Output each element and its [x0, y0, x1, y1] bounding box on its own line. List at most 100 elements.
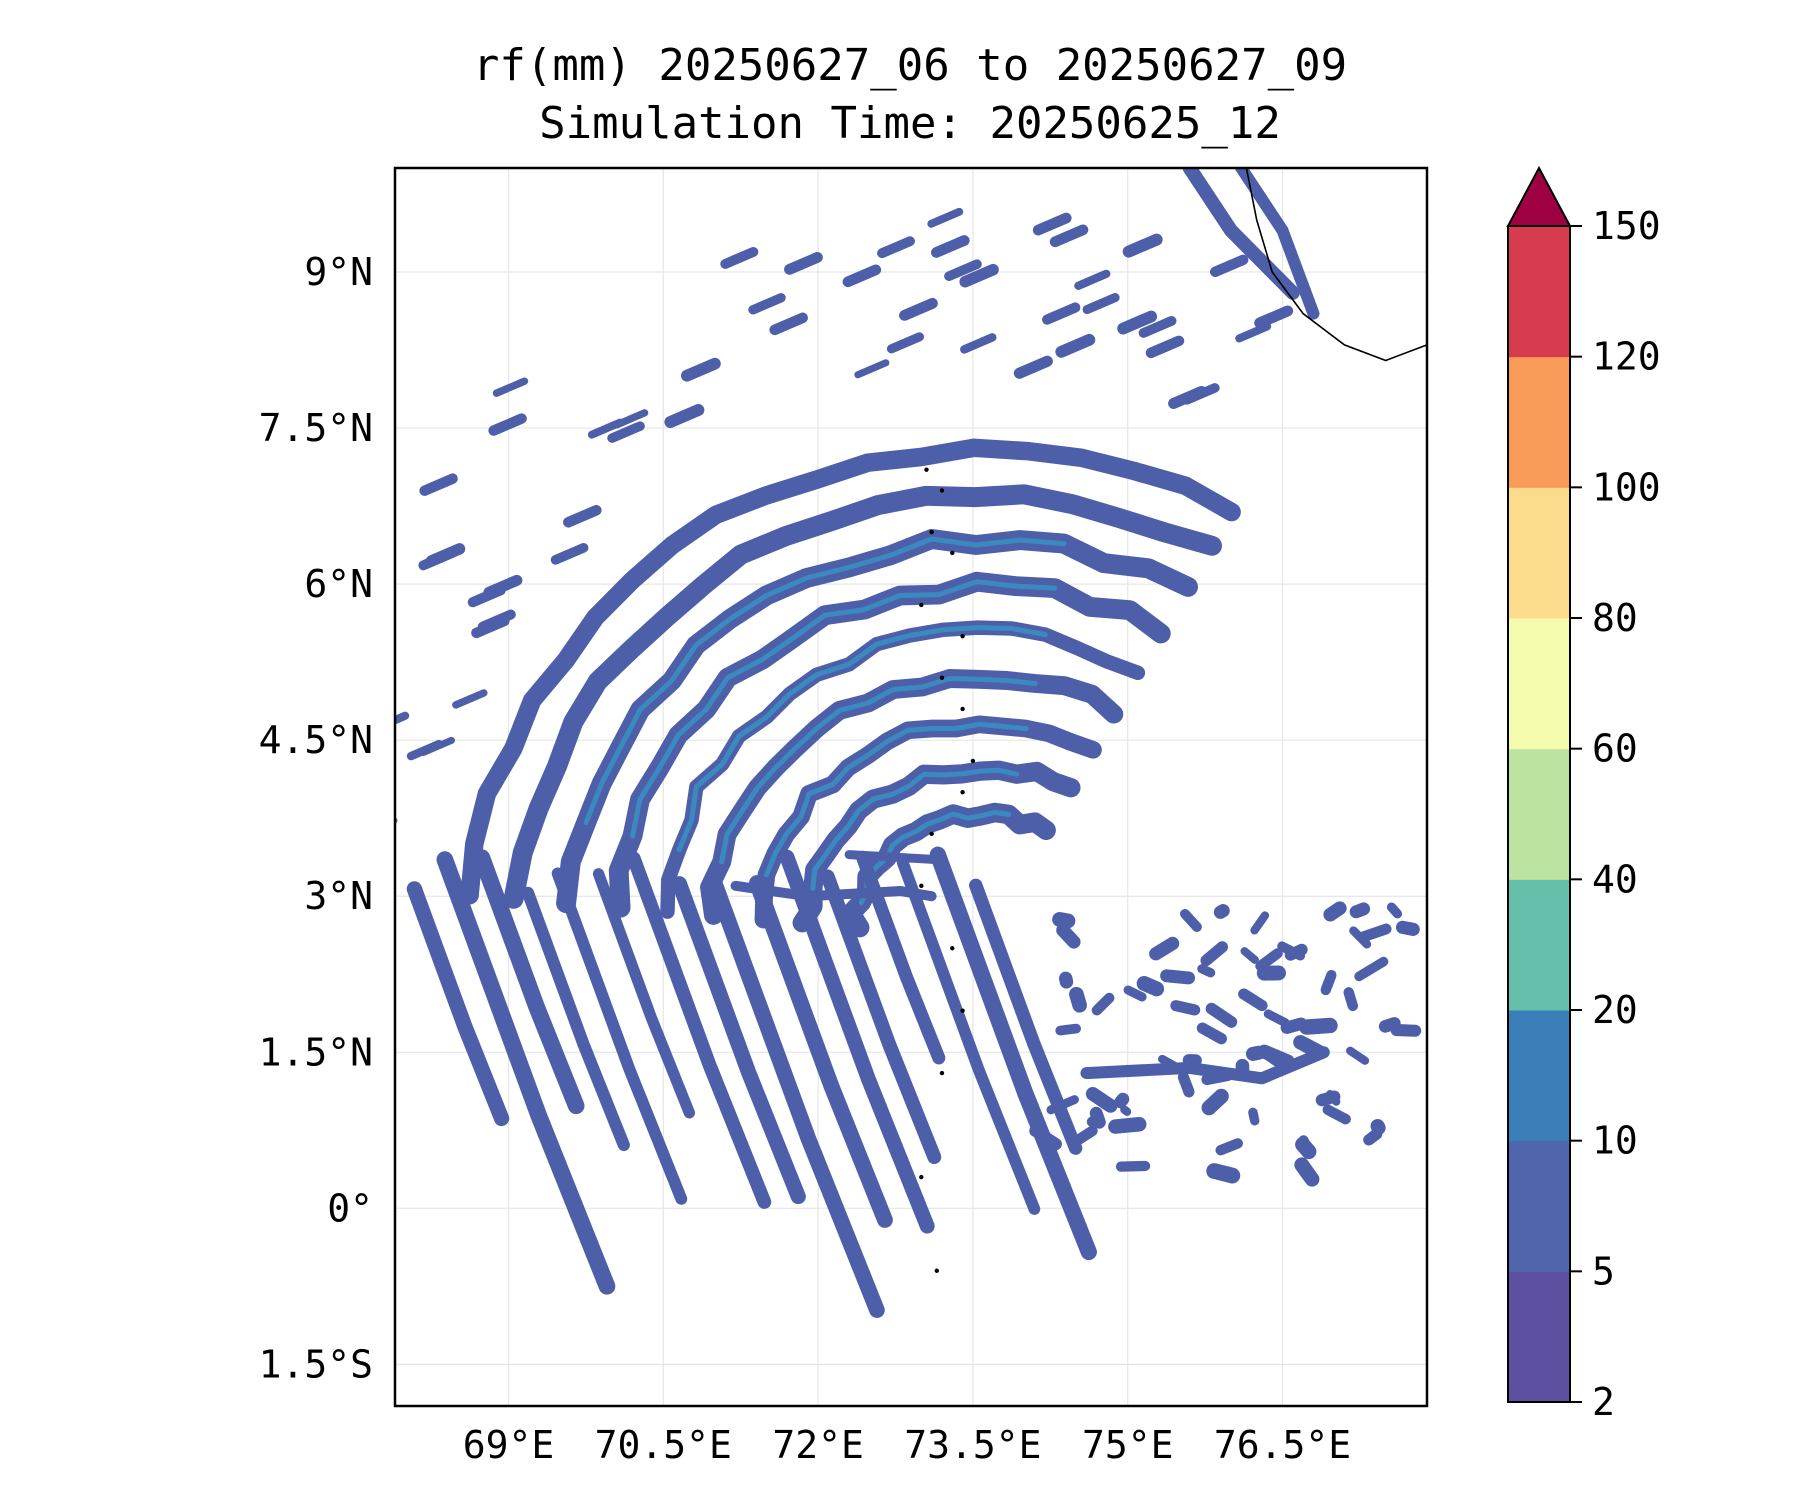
atoll-outline: [929, 530, 933, 534]
rain-band: [352, 694, 380, 706]
atoll-outline: [940, 488, 944, 492]
atoll-outline: [950, 551, 954, 555]
colorbar-segment: [1508, 618, 1570, 749]
rain-band: [1253, 1053, 1259, 1054]
lat-tick-label: 4.5°N: [259, 718, 373, 762]
rain-band: [456, 693, 484, 705]
colorbar-segment: [1508, 1141, 1570, 1272]
rain-band: [931, 212, 959, 224]
rain-band: [753, 298, 781, 310]
rain-band: [1326, 975, 1332, 990]
lat-tick-label: 1.5°S: [259, 1342, 373, 1386]
colorbar-segment: [1508, 226, 1570, 357]
rain-band: [1206, 947, 1222, 960]
rain-band: [687, 364, 715, 376]
rain-band: [1211, 1009, 1231, 1022]
rain-band: [1260, 311, 1288, 323]
rain-band: [1121, 1166, 1145, 1167]
rain-band: [1061, 340, 1089, 352]
rain-band: [366, 820, 394, 832]
lat-tick-label: 7.5°N: [259, 406, 373, 450]
atoll-outline: [960, 634, 964, 638]
rain-band: [414, 889, 501, 1118]
rain-band: [903, 863, 1035, 1209]
rain-band: [1349, 992, 1353, 1006]
colorbar-segment: [1508, 749, 1570, 880]
rain-band: [1093, 1094, 1111, 1106]
atoll-outline: [919, 884, 923, 888]
rain-band: [1115, 1124, 1139, 1126]
rain-band: [1330, 1094, 1336, 1102]
rain-band: [891, 337, 919, 349]
rain-band: [1066, 978, 1067, 981]
rain-band: [858, 363, 886, 375]
colorbar-tick-label: 20: [1592, 988, 1638, 1032]
rain-band: [1254, 916, 1264, 931]
lat-tick-label: 6°N: [304, 562, 373, 606]
rain-band: [1078, 274, 1106, 286]
colorbar-segment: [1508, 879, 1570, 1010]
title-line-2: Simulation Time: 20250625_12: [539, 98, 1281, 149]
rain-band: [566, 539, 1188, 903]
lon-tick-label: 75°E: [1082, 1423, 1174, 1467]
rain-band: [1245, 951, 1255, 960]
rain-band: [1239, 326, 1267, 338]
rain-band: [1307, 1025, 1330, 1027]
rain-band: [1397, 1030, 1416, 1031]
lat-tick-label: 3°N: [304, 874, 373, 918]
rain-band: [1060, 1029, 1076, 1031]
rain-band: [1055, 230, 1083, 242]
rain-band: [1128, 990, 1142, 997]
lat-tick-label: 9°N: [304, 250, 373, 294]
rain-band: [1378, 1126, 1379, 1128]
rain-band: [1097, 998, 1109, 1010]
rain-band: [882, 241, 910, 253]
rain-band: [1087, 298, 1115, 310]
rain-band: [411, 744, 439, 756]
rain-band: [1129, 240, 1157, 252]
rain-band: [1364, 929, 1386, 937]
rain-band: [1183, 1077, 1189, 1092]
rain-band: [1302, 1165, 1312, 1179]
rain-band: [1220, 911, 1223, 913]
rain-band: [936, 240, 964, 252]
lon-tick-label: 69°E: [463, 1423, 555, 1467]
rain-band: [1209, 1096, 1221, 1107]
rain-band: [264, 772, 292, 784]
rain-band: [1392, 907, 1398, 914]
rain-band: [1202, 1028, 1221, 1039]
rain-band: [1167, 976, 1189, 978]
rain-band: [1047, 308, 1075, 320]
rain-band: [1291, 950, 1302, 955]
rain-band: [1076, 994, 1079, 1005]
rain-band: [1202, 969, 1211, 973]
atoll-outline: [940, 1071, 944, 1075]
lon-tick-label: 70.5°E: [595, 1423, 732, 1467]
rain-band: [1176, 1006, 1195, 1010]
rain-band: [568, 510, 596, 522]
rain-band: [1241, 168, 1313, 314]
rain-band: [1185, 914, 1197, 927]
rain-band: [277, 703, 305, 715]
lat-tick-label: 1.5°N: [259, 1030, 373, 1074]
rain-band: [1215, 260, 1243, 272]
atoll-outline: [960, 1008, 964, 1012]
atoll-outline: [919, 1175, 923, 1179]
rain-band: [1328, 1110, 1346, 1119]
rain-band: [1244, 994, 1262, 1005]
rain-band: [1253, 1112, 1255, 1120]
lon-tick-label: 76.5°E: [1214, 1423, 1351, 1467]
rain-band: [1356, 909, 1363, 912]
lon-tick-label: 72°E: [772, 1423, 864, 1467]
rain-band: [425, 479, 453, 491]
colorbar-segment: [1508, 1271, 1570, 1402]
colorbar-tick-label: 60: [1592, 727, 1638, 771]
atoll-outline: [929, 832, 933, 836]
colorbar-tick-label: 120: [1592, 335, 1661, 379]
atoll-outline: [971, 759, 975, 763]
title-line-1: rf(mm) 20250627_06 to 20250627_09: [473, 40, 1347, 91]
